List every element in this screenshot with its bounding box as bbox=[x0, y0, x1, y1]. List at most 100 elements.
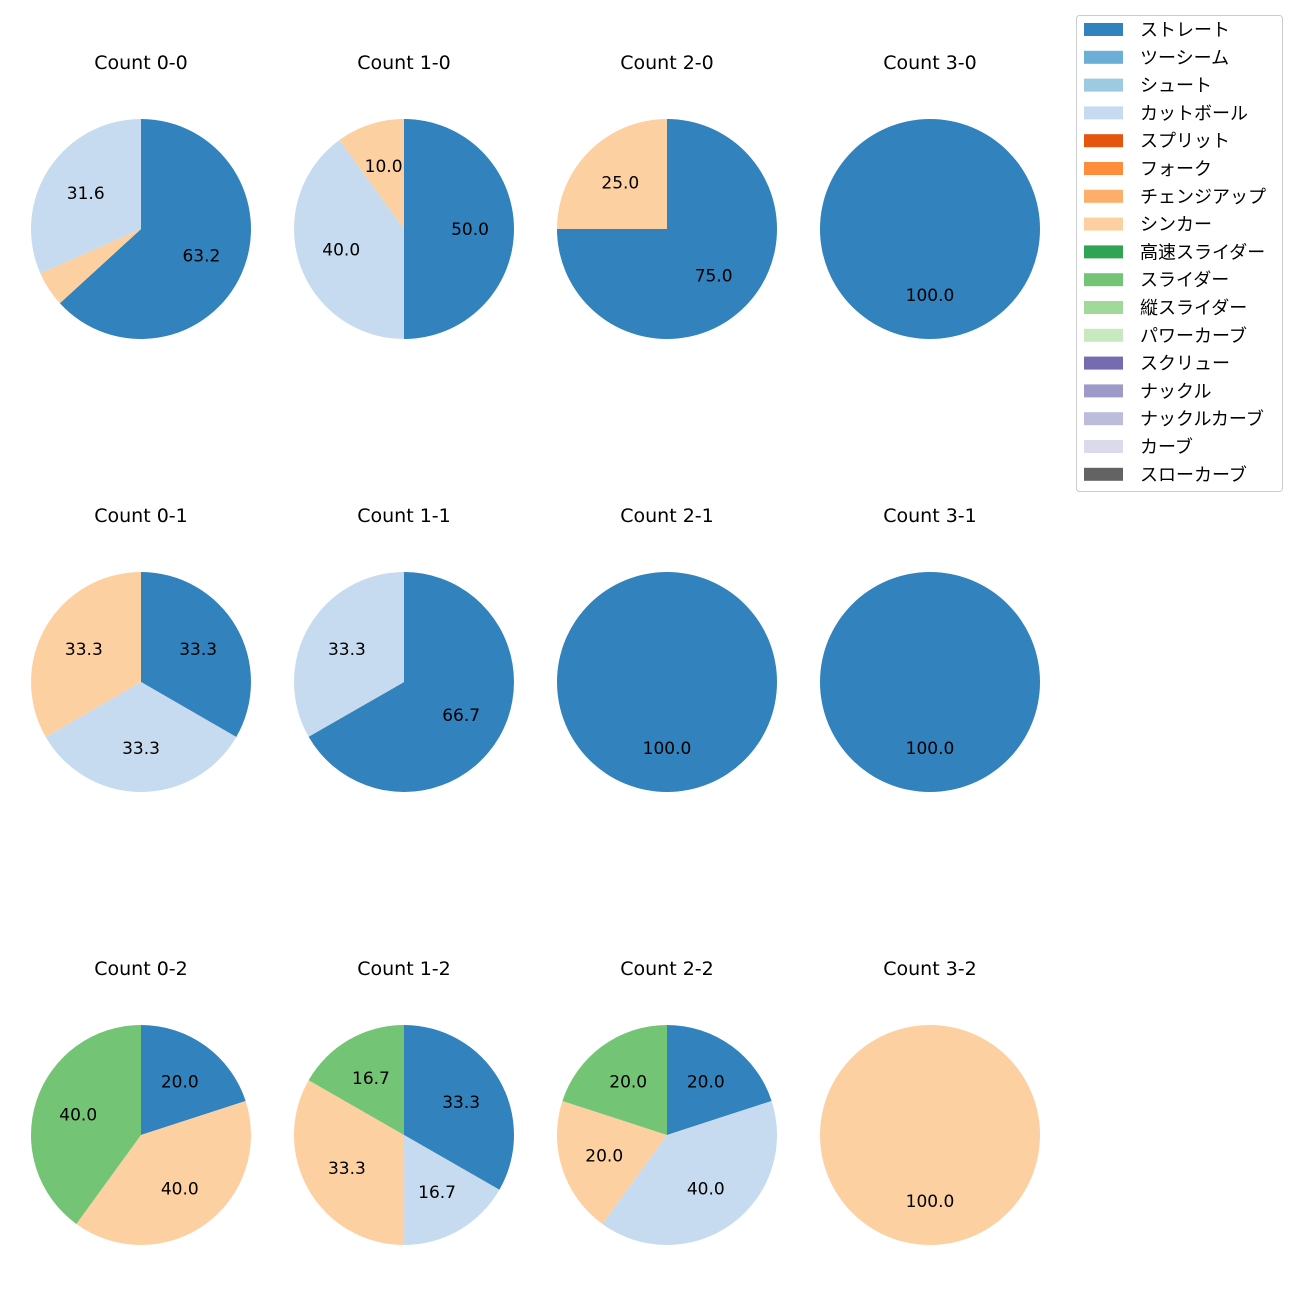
pie-slice bbox=[308, 1025, 404, 1135]
pie-slice-label: 33.3 bbox=[179, 640, 217, 660]
legend-swatch bbox=[1084, 245, 1123, 259]
pie-title: Count 1-2 bbox=[357, 958, 451, 980]
pie-slice bbox=[404, 1025, 515, 1190]
pie-chart: Count 1-0 50.0 40.0 10.0 bbox=[293, 52, 514, 339]
pie-slice-label: 63.2 bbox=[182, 247, 220, 267]
pie-slice-label: 20.0 bbox=[687, 1073, 725, 1093]
pie-slice-label: 10.0 bbox=[365, 157, 403, 177]
pie-slice bbox=[602, 1101, 778, 1246]
legend-label: シンカー bbox=[1140, 215, 1212, 236]
pie-slice bbox=[30, 118, 141, 274]
pie-chart: Count 1-2 33.3 16.7 33.3 16.7 bbox=[293, 958, 515, 1245]
legend-label: パワーカーブ bbox=[1140, 325, 1247, 347]
pie-title: Count 3-2 bbox=[883, 958, 977, 980]
pie-slice-label: 75.0 bbox=[695, 267, 733, 287]
legend-label: シュート bbox=[1140, 76, 1212, 97]
pie-slice bbox=[557, 572, 777, 792]
pie-title: Count 2-0 bbox=[620, 52, 714, 74]
pie-slice bbox=[820, 572, 1040, 792]
legend-label: 高速スライダー bbox=[1140, 242, 1265, 263]
pie-title: Count 3-1 bbox=[883, 505, 977, 527]
legend-swatch bbox=[1084, 384, 1123, 398]
pie-slice bbox=[141, 1025, 246, 1135]
pie-slice bbox=[404, 119, 514, 339]
pie-slice-label: 40.0 bbox=[161, 1179, 199, 1199]
legend-swatch bbox=[1084, 106, 1123, 120]
pie-slice-label: 20.0 bbox=[609, 1073, 647, 1093]
legend-swatch bbox=[1084, 467, 1123, 481]
pie-slice bbox=[820, 119, 1040, 339]
pie-slice bbox=[820, 1025, 1040, 1245]
pie-slice-label: 25.0 bbox=[601, 173, 639, 193]
pie-slice-label: 33.3 bbox=[65, 640, 103, 660]
legend-swatch bbox=[1084, 328, 1123, 342]
pie-slice bbox=[31, 572, 142, 737]
legend-label: スクリュー bbox=[1140, 354, 1230, 375]
pie-slice-label: 33.3 bbox=[442, 1093, 480, 1113]
legend-swatch bbox=[1084, 162, 1123, 175]
pie-chart: Count 2-0 75.0 25.0 bbox=[557, 52, 777, 339]
pie-slice-label: 100.0 bbox=[906, 286, 955, 306]
legend-label: カーブ bbox=[1140, 436, 1193, 458]
legend-label: 縦スライダー bbox=[1140, 298, 1247, 319]
pie-slice-label: 16.7 bbox=[418, 1183, 456, 1203]
legend-label: ナックルカーブ bbox=[1140, 408, 1264, 430]
pie-chart: Count 2-2 20.0 40.0 20.0 20.0 bbox=[556, 958, 778, 1246]
legend-swatch bbox=[1084, 189, 1123, 203]
pie-title: Count 1-0 bbox=[357, 52, 451, 74]
legend-label: ツーシーム bbox=[1140, 48, 1229, 69]
legend-label: スプリット bbox=[1140, 131, 1230, 152]
pie-slice bbox=[45, 682, 237, 792]
pie-title: Count 0-0 bbox=[94, 52, 188, 74]
pie-charts: Count 0-0 63.2 31.6 Count 1-0 50.0 40.0 10.0 Co… bbox=[30, 52, 1040, 1246]
pie-chart: Count 3-0 100.0 bbox=[820, 52, 1040, 339]
pie-chart: Count 0-0 63.2 31.6 bbox=[30, 52, 251, 339]
pie-title: Count 1-1 bbox=[357, 505, 451, 527]
pie-slice bbox=[562, 1025, 667, 1135]
pie-slice bbox=[293, 1080, 404, 1245]
pie-slice bbox=[557, 119, 667, 229]
pie-slice bbox=[76, 1101, 252, 1246]
legend-label: スローカーブ bbox=[1140, 464, 1247, 486]
pie-slice bbox=[404, 1135, 500, 1245]
legend-swatch bbox=[1084, 301, 1123, 314]
pie-title: Count 0-2 bbox=[94, 958, 188, 980]
pie-slice-label: 100.0 bbox=[906, 1192, 955, 1212]
pie-slice-label: 33.3 bbox=[122, 739, 160, 759]
pie-slice-label: 33.3 bbox=[328, 1159, 366, 1179]
legend-swatch bbox=[1084, 440, 1123, 453]
pie-slice-label: 100.0 bbox=[643, 739, 692, 759]
pie-slice bbox=[308, 572, 514, 792]
pie-slice bbox=[293, 572, 404, 737]
legend-swatch bbox=[1084, 217, 1123, 231]
pie-slice-label: 40.0 bbox=[59, 1106, 97, 1126]
pie-chart: Count 0-2 20.0 40.0 40.0 bbox=[30, 958, 252, 1246]
pie-slice-label: 50.0 bbox=[451, 220, 489, 240]
pie-chart: Count 2-1 100.0 bbox=[557, 505, 777, 792]
pie-slice bbox=[30, 1025, 141, 1224]
legend-swatch bbox=[1084, 134, 1123, 148]
legend-label: カットボール bbox=[1140, 103, 1248, 124]
legend-swatch bbox=[1084, 50, 1123, 64]
legend-label: スライダー bbox=[1140, 270, 1229, 291]
pie-title: Count 0-1 bbox=[94, 505, 188, 527]
pie-slice-label: 31.6 bbox=[67, 184, 105, 204]
legend-label: フォーク bbox=[1140, 159, 1212, 180]
legend-label: チェンジアップ bbox=[1140, 187, 1266, 208]
pie-slice-label: 20.0 bbox=[161, 1073, 199, 1093]
legend-swatch bbox=[1084, 356, 1123, 370]
pie-slice bbox=[59, 119, 251, 339]
pie-slice-label: 16.7 bbox=[352, 1069, 390, 1089]
legend-label: ナックル bbox=[1140, 381, 1211, 402]
legend-frame bbox=[1076, 15, 1283, 492]
pie-chart: Count 3-1 100.0 bbox=[820, 505, 1040, 792]
pie-slice-label: 20.0 bbox=[585, 1146, 623, 1166]
legend-swatch bbox=[1084, 23, 1123, 36]
legend: ストレートツーシームシュートカットボールスプリットフォークチェンジアップシンカー… bbox=[1076, 15, 1283, 492]
pie-title: Count 3-0 bbox=[883, 52, 977, 74]
pie-slice-label: 40.0 bbox=[687, 1179, 725, 1199]
pie-title: Count 2-2 bbox=[620, 958, 714, 980]
legend-swatch bbox=[1084, 273, 1123, 287]
pie-slice bbox=[556, 1101, 667, 1224]
